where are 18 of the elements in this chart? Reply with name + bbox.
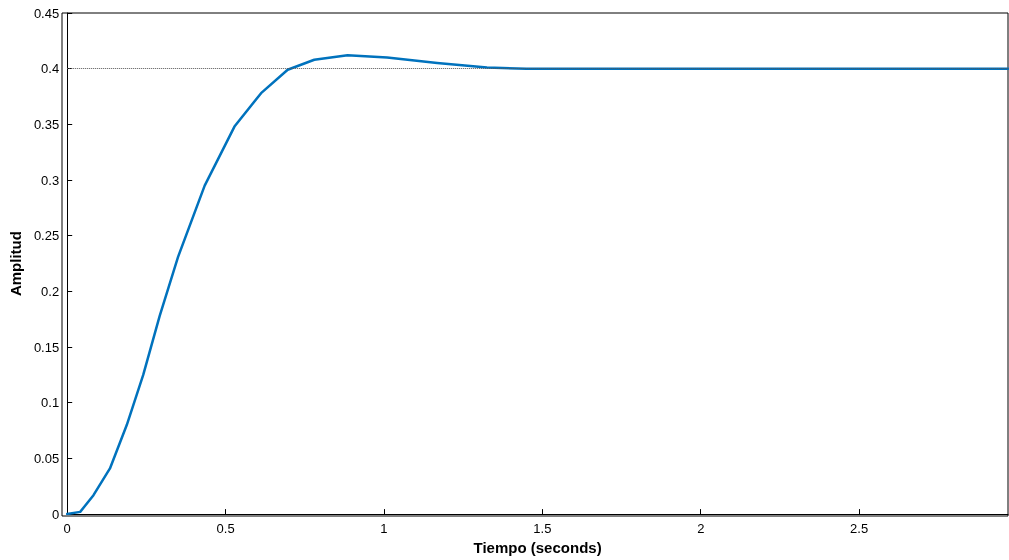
x-tick-label: 2 bbox=[697, 521, 705, 537]
x-tick-label: 0.5 bbox=[216, 521, 235, 537]
y-tick-label: 0.15 bbox=[33, 339, 60, 355]
y-tick-label: 0.2 bbox=[41, 283, 60, 299]
y-axis-title: Amplitud bbox=[7, 231, 24, 297]
y-tick-label: 0.25 bbox=[33, 228, 60, 244]
y-tick-label: 0.35 bbox=[33, 116, 60, 132]
y-tick-label: 0.05 bbox=[33, 450, 60, 466]
y-tick-label: 0.3 bbox=[41, 172, 60, 188]
y-tick-label: 0 bbox=[51, 506, 60, 522]
x-tick-label: 1 bbox=[380, 521, 388, 537]
y-tick-label: 0.1 bbox=[41, 395, 60, 411]
x-axis-title: Tiempo (seconds) bbox=[473, 539, 602, 556]
y-tick-label: 0.45 bbox=[33, 5, 60, 21]
x-tick-label: 0 bbox=[63, 521, 71, 537]
x-tick-label: 1.5 bbox=[533, 521, 552, 537]
x-tick-label: 2.5 bbox=[850, 521, 869, 537]
y-tick-label: 0.4 bbox=[41, 61, 60, 77]
